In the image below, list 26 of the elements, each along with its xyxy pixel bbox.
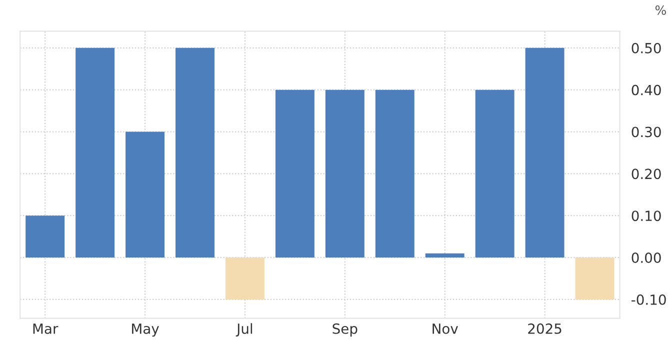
bar [126, 132, 165, 258]
bar [325, 90, 364, 258]
x-tick-label: Mar [33, 324, 58, 334]
bar [176, 48, 214, 258]
bar [375, 90, 414, 258]
x-tick-label: Sep [332, 323, 358, 337]
y-tick-label: -0.10 [632, 294, 666, 305]
x-tick-label: 2025 [528, 323, 562, 334]
bar [425, 253, 464, 258]
y-tick-label: 0.10 [632, 210, 661, 222]
y-tick-label: 0.20 [632, 168, 661, 180]
y-tick-label: 0.00 [632, 252, 661, 264]
y-tick-label: 0.50 [632, 42, 661, 54]
y-tick-label: 0.40 [632, 84, 661, 96]
bar [525, 48, 564, 258]
bar [225, 258, 264, 300]
x-tick-label: Jul [236, 323, 252, 337]
bar [275, 90, 314, 258]
x-tick-label: Nov [432, 324, 458, 334]
bar [76, 48, 115, 258]
bar [475, 90, 514, 258]
x-tick-label: May [132, 324, 159, 337]
bar [26, 216, 65, 258]
y-axis-title: % [655, 5, 666, 15]
y-tick-label: 0.30 [632, 126, 661, 138]
bar [575, 258, 614, 300]
